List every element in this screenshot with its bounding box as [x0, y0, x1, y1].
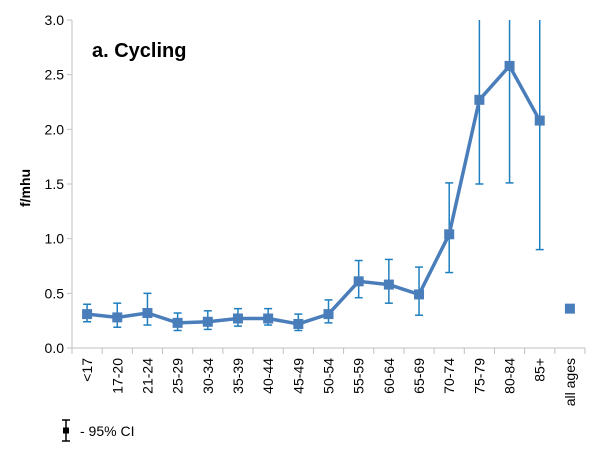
x-tick-label: all ages	[562, 358, 578, 406]
x-ticks: <17 17-20 21-24 25-29 30-34 35-39 40-44 45-49 50…	[71, 348, 586, 406]
error-bar	[535, 20, 544, 251]
data-point	[323, 309, 334, 320]
x-tick-label: <17	[79, 358, 95, 382]
summary-point	[564, 303, 575, 314]
x-tick-label: 17-20	[109, 358, 125, 394]
data-point	[474, 94, 485, 105]
y-tick-label: 2.0	[45, 121, 65, 137]
series-line	[86, 64, 542, 326]
data-point	[112, 312, 123, 323]
data-point	[202, 316, 213, 327]
x-tick-label: 40-44	[260, 358, 276, 394]
x-tick-label: 30-34	[200, 358, 216, 394]
y-tick-label: 1.0	[45, 231, 65, 247]
x-tick-label: 50-54	[321, 358, 337, 394]
data-point	[263, 313, 274, 324]
data-point	[232, 313, 243, 324]
error-bars	[83, 20, 544, 332]
data-point	[414, 289, 425, 300]
data-point	[172, 317, 183, 328]
x-tick-label: 45-49	[290, 358, 306, 394]
x-tick-label: 65-69	[411, 358, 427, 394]
x-tick-label: 60-64	[381, 358, 397, 394]
x-tick-label: 21-24	[139, 358, 155, 394]
y-tick-label: 2.5	[45, 67, 65, 83]
x-tick-label: 75-79	[471, 358, 487, 394]
legend-label: - 95% CI	[80, 423, 134, 439]
data-points	[82, 60, 575, 329]
data-point	[293, 318, 304, 329]
x-tick-label: 35-39	[230, 358, 246, 394]
data-point	[82, 309, 93, 320]
data-point	[383, 279, 394, 290]
data-point	[504, 60, 515, 71]
x-tick-label: 80-84	[502, 358, 518, 394]
x-tick-label: 25-29	[170, 358, 186, 394]
data-point	[353, 276, 364, 287]
y-tick-label: 0.0	[45, 340, 65, 356]
data-point	[444, 229, 455, 240]
y-tick-label: 3.0	[45, 12, 65, 28]
series-polyline	[86, 64, 542, 326]
legend-errorbar-icon	[62, 419, 70, 442]
legend: - 95% CI	[62, 419, 134, 442]
error-bar	[505, 20, 514, 184]
x-tick-label: 55-59	[351, 358, 367, 394]
x-tick-label: 85+	[532, 358, 548, 382]
y-tick-label: 1.5	[45, 176, 65, 192]
y-tick-label: 0.5	[45, 285, 65, 301]
y-axis-label: f/mhu	[17, 169, 33, 207]
x-tick-label: 70-74	[441, 358, 457, 394]
y-ticks: 0.0 0.5 1.0 1.5 2.0 2.5 3.0	[45, 12, 72, 356]
data-point	[142, 308, 153, 319]
chart-title: a. Cycling	[92, 40, 186, 62]
data-point	[534, 115, 545, 126]
